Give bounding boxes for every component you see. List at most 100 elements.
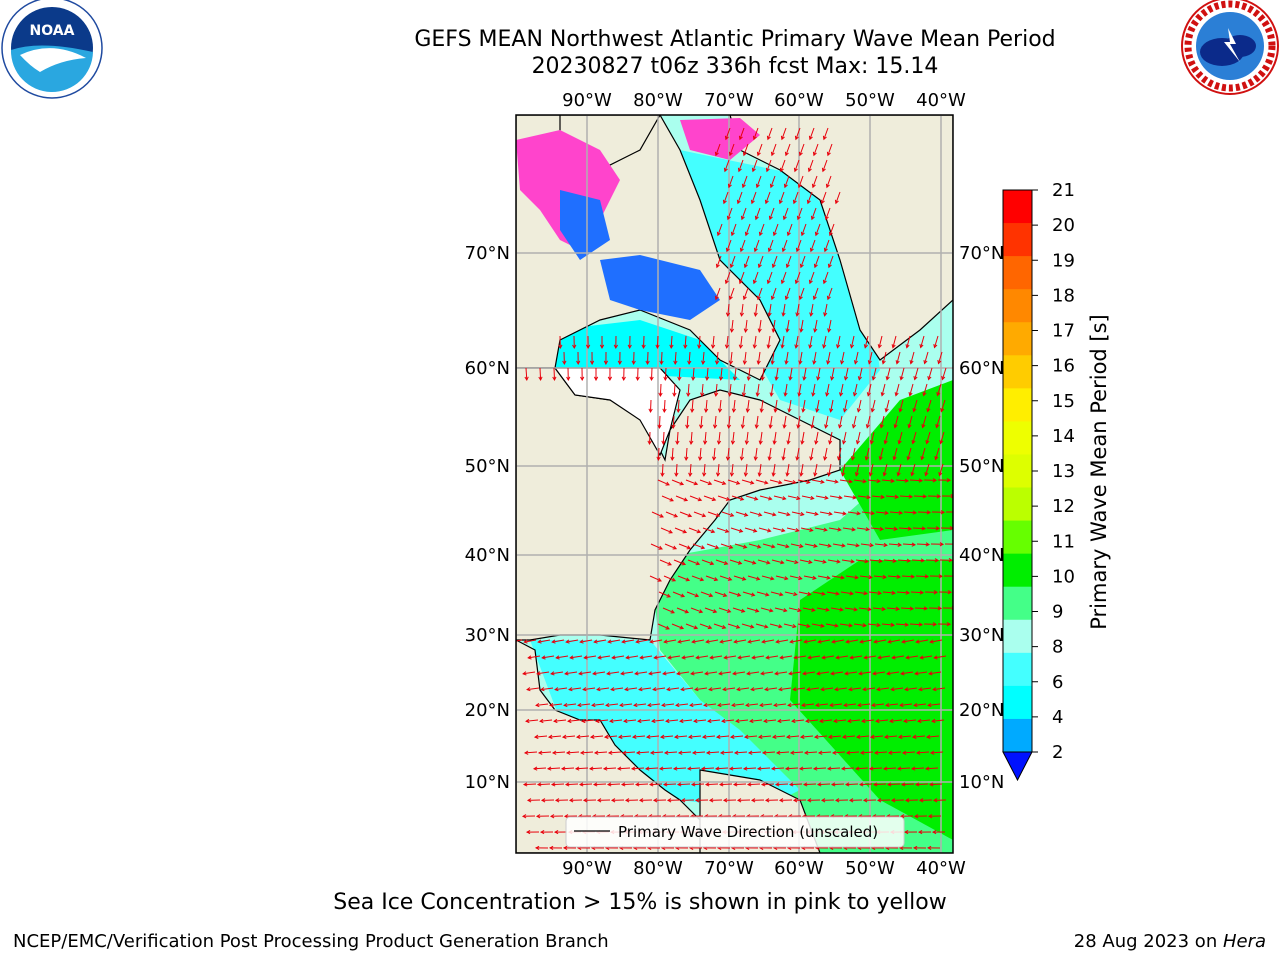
wave-arrow-head <box>794 135 799 141</box>
wave-arrow-head <box>564 671 569 676</box>
wave-arrow <box>691 671 704 675</box>
wave-arrow-head <box>898 408 903 413</box>
wave-arrow <box>850 335 855 348</box>
wave-arrow-head <box>855 543 860 548</box>
wave-arrow <box>873 783 887 786</box>
lat-label-right: 40°N <box>959 545 1004 566</box>
wave-arrow <box>863 687 876 691</box>
wave-arrow <box>873 671 886 675</box>
wave-arrow <box>900 367 905 380</box>
wave-arrow <box>870 527 883 530</box>
wave-arrow <box>743 559 756 564</box>
wave-arrow <box>551 671 564 675</box>
wave-arrow-head <box>712 609 718 614</box>
wave-arrow <box>840 383 844 396</box>
wave-arrow <box>812 591 825 595</box>
wave-arrow <box>740 239 746 252</box>
wave-arrow-head <box>876 798 882 803</box>
wave-arrow <box>770 383 774 396</box>
wave-arrow <box>700 591 713 597</box>
wave-arrow-head <box>812 575 817 580</box>
wave-arrow-head <box>939 542 945 547</box>
wave-arrow <box>768 239 774 252</box>
wave-arrow-head <box>782 424 787 429</box>
wave-arrow <box>920 335 925 348</box>
wave-arrow <box>636 639 649 643</box>
wave-arrow <box>649 431 651 445</box>
wave-arrow <box>773 223 779 236</box>
wave-arrow-head <box>851 527 856 532</box>
wave-arrow-head <box>710 344 716 349</box>
wave-arrow-head <box>701 513 707 518</box>
wave-arrow <box>786 735 800 738</box>
wave-arrow <box>664 639 677 643</box>
wave-arrow-head <box>780 279 785 285</box>
wave-arrow <box>817 575 830 579</box>
wave-arrow-head <box>792 480 797 485</box>
nws-logo <box>1181 0 1279 95</box>
wave-arrow <box>888 639 901 643</box>
wave-arrow <box>647 351 649 365</box>
wave-arrow <box>935 447 940 460</box>
wave-arrow-head <box>910 766 916 771</box>
wave-arrow <box>911 767 925 770</box>
wave-arrow-head <box>823 312 828 317</box>
wave-arrow <box>832 751 846 754</box>
wave-arrow <box>816 703 829 706</box>
wave-arrow <box>787 495 800 500</box>
wave-arrow-head <box>680 798 686 803</box>
wave-arrow-head <box>560 766 566 771</box>
wave-arrow <box>813 767 827 770</box>
wave-arrow-head <box>849 591 854 596</box>
wave-arrow-head <box>834 798 840 803</box>
wave-arrow-head <box>823 247 828 253</box>
wave-arrow <box>703 463 706 476</box>
wave-arrow <box>723 687 736 691</box>
wave-arrow <box>797 207 803 220</box>
wave-arrow-head <box>723 167 728 173</box>
wave-arrow-head <box>909 359 914 365</box>
wave-arrow-head <box>649 639 654 644</box>
wave-arrow-head <box>820 798 826 803</box>
wave-arrow-head <box>861 718 866 724</box>
wave-arrow <box>740 335 743 348</box>
wave-arrow <box>744 735 758 738</box>
wave-arrow-head <box>932 798 938 803</box>
wave-arrow-head <box>822 135 827 141</box>
wave-arrow-head <box>737 655 742 660</box>
wave-arrow-head <box>883 734 889 739</box>
wave-arrow <box>873 575 886 578</box>
wave-arrow-head <box>554 798 560 803</box>
wave-arrow-head <box>578 782 584 787</box>
wave-arrow <box>817 783 831 786</box>
wave-arrow-head <box>701 734 707 739</box>
wave-arrow-head <box>771 544 776 549</box>
wave-arrow <box>698 335 701 349</box>
wave-arrow-head <box>796 215 801 221</box>
wave-arrow-head <box>743 263 748 269</box>
wave-arrow <box>701 767 715 770</box>
wave-arrow-head <box>549 814 555 819</box>
wave-arrow-head <box>704 408 709 413</box>
wave-arrow-head <box>635 750 641 755</box>
wave-arrow <box>888 751 902 754</box>
wave-arrow <box>727 447 730 460</box>
wave-arrow-head <box>909 606 915 611</box>
wave-arrow-head <box>785 263 790 269</box>
wave-arrow-head <box>881 360 886 365</box>
wave-arrow-head <box>829 408 834 413</box>
wave-arrow <box>830 607 843 611</box>
wave-arrow-head <box>954 542 957 545</box>
wave-arrow <box>887 575 901 578</box>
wave-arrow-head <box>792 798 798 803</box>
wave-arrow <box>801 223 807 236</box>
wave-arrow-head <box>827 263 832 269</box>
wave-arrow <box>758 735 772 738</box>
wave-arrow <box>744 527 757 532</box>
wave-arrow <box>855 559 868 563</box>
wave-arrow <box>720 367 723 380</box>
wave-arrow-head <box>727 183 732 189</box>
wave-arrow-head <box>763 718 768 724</box>
wave-arrow <box>648 703 661 706</box>
wave-arrow-head <box>708 593 714 598</box>
